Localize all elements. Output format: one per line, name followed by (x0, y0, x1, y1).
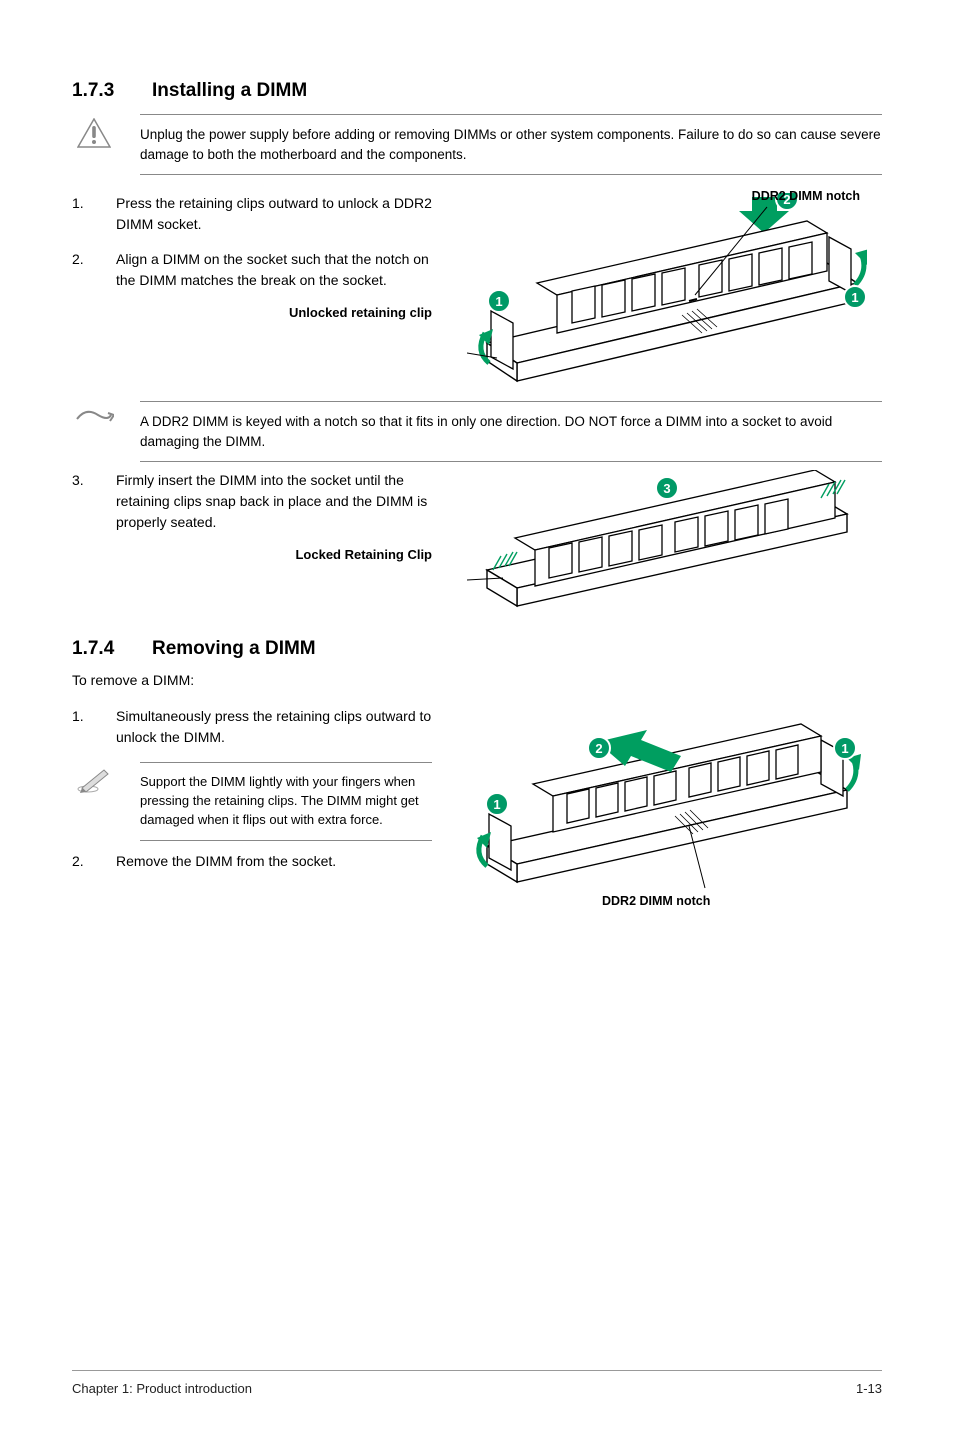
footer-right: 1-13 (856, 1381, 882, 1396)
warning-text: Unplug the power supply before adding or… (140, 114, 882, 175)
ddr2-notch-label: DDR2 DIMM notch (752, 189, 860, 203)
steps-1-2-row: 1. Press the retaining clips outward to … (72, 193, 882, 383)
page-footer: Chapter 1: Product introduction 1-13 (72, 1370, 882, 1396)
tip-text: Support the DIMM lightly with your finge… (140, 762, 432, 841)
remove-step-1: 1. Simultaneously press the retaining cl… (72, 706, 432, 748)
step-number: 1. (72, 193, 88, 235)
dimm-install-figure-1: 2 (467, 193, 867, 383)
step-text: Press the retaining clips outward to unl… (116, 193, 432, 235)
step-number: 2. (72, 249, 88, 291)
section-number: 1.7.4 (72, 638, 118, 660)
warning-callout: Unplug the power supply before adding or… (72, 114, 882, 175)
step-text: Align a DIMM on the socket such that the… (116, 249, 432, 291)
note-icon (72, 401, 116, 431)
svg-text:1: 1 (841, 741, 848, 756)
keyed-note-text: A DDR2 DIMM is keyed with a notch so tha… (140, 401, 882, 462)
svg-text:2: 2 (595, 741, 602, 756)
step-3-row: 3. Firmly insert the DIMM into the socke… (72, 470, 882, 610)
remove-intro: To remove a DIMM: (72, 672, 882, 688)
step-3: 3. Firmly insert the DIMM into the socke… (72, 470, 432, 533)
svg-text:3: 3 (663, 481, 670, 496)
unlocked-clip-label: Unlocked retaining clip (72, 305, 432, 320)
step-2: 2. Align a DIMM on the socket such that … (72, 249, 432, 291)
step-1: 1. Press the retaining clips outward to … (72, 193, 432, 235)
section-heading-1-7-4: 1.7.4 Removing a DIMM (72, 638, 882, 660)
svg-text:1: 1 (493, 797, 500, 812)
ddr2-notch-label-remove: DDR2 DIMM notch (602, 894, 710, 908)
section-heading-1-7-3: 1.7.3 Installing a DIMM (72, 80, 882, 102)
step-number: 3. (72, 470, 88, 533)
section-title: Removing a DIMM (152, 638, 316, 660)
locked-clip-label: Locked Retaining Clip (72, 547, 432, 562)
section-title: Installing a DIMM (152, 80, 307, 102)
footer-left: Chapter 1: Product introduction (72, 1381, 252, 1396)
keyed-note: A DDR2 DIMM is keyed with a notch so tha… (72, 401, 882, 462)
step-text: Simultaneously press the retaining clips… (116, 706, 432, 748)
step-number: 2. (72, 851, 88, 872)
section-number: 1.7.3 (72, 80, 118, 102)
step-text: Firmly insert the DIMM into the socket u… (116, 470, 432, 533)
dimm-install-figure-2: 3 (467, 470, 867, 610)
step-text: Remove the DIMM from the socket. (116, 851, 336, 872)
dimm-remove-figure: 2 1 1 (467, 706, 867, 906)
pencil-icon (72, 762, 116, 794)
svg-text:1: 1 (851, 290, 858, 305)
remove-step-2: 2. Remove the DIMM from the socket. (72, 851, 432, 872)
svg-text:1: 1 (495, 294, 502, 309)
warning-icon (72, 114, 116, 148)
remove-row: 1. Simultaneously press the retaining cl… (72, 706, 882, 906)
step-number: 1. (72, 706, 88, 748)
tip-callout: Support the DIMM lightly with your finge… (72, 762, 432, 841)
